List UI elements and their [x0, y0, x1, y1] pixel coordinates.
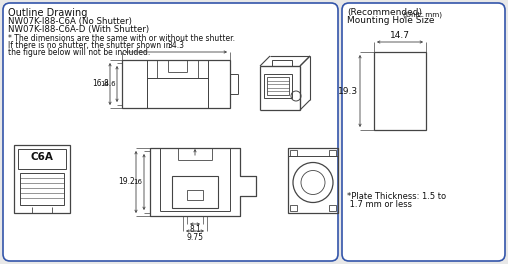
Bar	[172, 176, 218, 208]
Bar	[329, 205, 336, 211]
Bar	[14, 145, 70, 213]
Bar	[290, 205, 297, 211]
FancyBboxPatch shape	[3, 3, 338, 261]
Bar	[18, 149, 66, 169]
Text: NW07K-I88-C6A-D (With Shutter): NW07K-I88-C6A-D (With Shutter)	[8, 25, 149, 34]
Text: Mounting Hole Size: Mounting Hole Size	[347, 16, 434, 25]
Bar	[329, 150, 336, 156]
Bar	[187, 190, 203, 200]
FancyBboxPatch shape	[342, 3, 505, 261]
Text: 14.6: 14.6	[100, 81, 115, 87]
Text: Outline Drawing: Outline Drawing	[8, 8, 87, 18]
Bar	[290, 150, 297, 156]
Bar	[288, 148, 338, 213]
Text: 19.2: 19.2	[118, 177, 135, 186]
Text: 9.75: 9.75	[186, 233, 204, 242]
Bar	[267, 77, 289, 95]
Text: NW07K-I88-C6A (No Shutter): NW07K-I88-C6A (No Shutter)	[8, 17, 132, 26]
Text: *Plate Thickness: 1.5 to: *Plate Thickness: 1.5 to	[347, 192, 446, 201]
Text: the figure below will not be included.: the figure below will not be included.	[8, 48, 150, 57]
Bar	[122, 60, 230, 108]
Text: 19.3: 19.3	[338, 87, 359, 96]
Bar	[288, 148, 338, 156]
Text: C6A: C6A	[30, 152, 53, 162]
Text: 34.3: 34.3	[168, 41, 184, 50]
Text: * The dimensions are the same with or without the shutter.: * The dimensions are the same with or wi…	[8, 34, 235, 43]
Bar	[264, 74, 292, 98]
Bar	[272, 60, 292, 66]
Text: 8.1: 8.1	[189, 225, 201, 234]
Text: 16: 16	[134, 179, 143, 185]
Text: 16.8: 16.8	[92, 79, 109, 88]
Text: 14.7: 14.7	[390, 31, 410, 40]
Bar	[20, 173, 64, 205]
Text: 1.7 mm or less: 1.7 mm or less	[347, 200, 412, 209]
Bar	[374, 52, 426, 130]
Text: (Recommended): (Recommended)	[347, 8, 422, 17]
Text: (Unit: mm): (Unit: mm)	[403, 11, 442, 17]
Text: If there is no shutter, the shutter shown in: If there is no shutter, the shutter show…	[8, 41, 171, 50]
Bar	[147, 78, 208, 108]
